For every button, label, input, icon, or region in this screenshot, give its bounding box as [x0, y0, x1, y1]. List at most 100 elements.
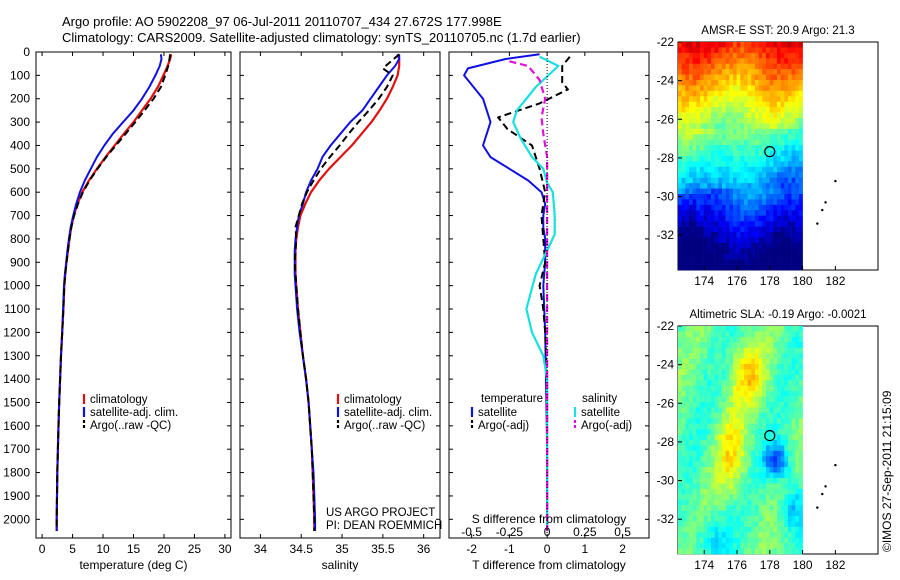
- sst_map-cell: [678, 259, 682, 265]
- sla_map-cell: [769, 494, 774, 501]
- sla_map-cell: [795, 456, 800, 463]
- sst_map-cell: [718, 69, 723, 75]
- salinity-xlabel: salinity: [322, 558, 359, 572]
- sst_map-cell: [762, 232, 767, 238]
- sst_map-cell: [769, 52, 774, 59]
- sst_map-cell: [688, 47, 693, 54]
- sla_map-cell: [776, 391, 781, 397]
- sst_map-cell: [773, 156, 778, 162]
- sst_map-cell: [681, 226, 686, 233]
- sst_map-cell: [688, 74, 693, 81]
- sla_map-cell: [740, 450, 745, 457]
- sst_map-cell: [762, 112, 767, 119]
- sst_map-cell: [688, 52, 693, 59]
- sla_map-cell: [721, 429, 726, 435]
- sla_map-cell: [710, 516, 715, 522]
- sla_map-cell: [780, 499, 785, 506]
- sla_map-cell: [762, 456, 767, 463]
- sst_map-cell: [751, 177, 756, 184]
- sla_map-cell: [692, 423, 697, 430]
- sst_map-cell: [710, 58, 715, 65]
- sst_map-cell: [696, 80, 701, 86]
- sla_map-cell: [776, 434, 781, 441]
- sst_map-cell: [714, 253, 719, 260]
- sst_map-cell: [710, 188, 715, 195]
- sla_map-cell: [732, 423, 737, 430]
- sst_map-cell: [699, 215, 704, 222]
- sst_map-cell: [732, 221, 737, 227]
- sla_map-cell: [710, 537, 715, 544]
- sla_map-cell: [688, 434, 693, 441]
- sst_map-cell: [688, 259, 693, 265]
- temperature-xtick-label: 20: [157, 542, 171, 556]
- sla_map-cell: [754, 429, 759, 435]
- sla_map-cell: [688, 429, 693, 435]
- sst_map-cell: [718, 253, 723, 260]
- sla_map-cell: [754, 478, 759, 484]
- sla_map-cell: [699, 418, 704, 425]
- sst_map-cell: [765, 47, 770, 54]
- sla_map-cell: [787, 374, 792, 381]
- sst_map-cell: [685, 156, 690, 162]
- sst_map-cell: [692, 199, 697, 206]
- sla_map-cell: [688, 483, 693, 490]
- sla_map-cell: [681, 342, 686, 349]
- sla_map-cell: [685, 505, 690, 511]
- sla_map-cell: [751, 510, 756, 517]
- sst_map-cell: [707, 242, 712, 249]
- sst_map-cell: [714, 221, 719, 227]
- sst_map-cell: [784, 101, 789, 108]
- temperature-xtick-label: 10: [96, 542, 110, 556]
- sla_map-cell: [703, 456, 708, 463]
- sla_map-cell: [743, 467, 748, 473]
- sla_map-cell: [780, 488, 785, 495]
- sst_map-cell: [707, 237, 712, 244]
- sst_map-cell: [736, 47, 741, 54]
- sla_map-cell: [758, 516, 763, 522]
- sst_map-cell: [787, 242, 792, 249]
- sst_map-cell: [725, 101, 730, 108]
- sst_map-cell: [729, 52, 734, 59]
- sla_map-cell: [780, 483, 785, 490]
- sla_map-cell: [725, 526, 730, 533]
- sla_map-cell: [773, 488, 778, 495]
- sla_map-cell: [751, 402, 756, 408]
- sst_map-cell: [696, 58, 701, 65]
- differences-xtick-label: -2: [466, 542, 477, 556]
- sla_map-cell: [773, 434, 778, 441]
- sst_map-cell: [747, 166, 752, 173]
- temperature-legend-label: satellite-adj. clim.: [90, 407, 178, 419]
- sst_map-cell: [798, 134, 803, 141]
- sst_map-xtick-label: 178: [760, 274, 780, 288]
- sla_map-cell: [762, 499, 767, 506]
- sst_map-cell: [751, 85, 756, 92]
- sla_map-cell: [692, 326, 697, 332]
- sst_map-cell: [688, 101, 693, 108]
- sst_map-cell: [784, 253, 789, 260]
- sst_map-cell: [758, 237, 763, 244]
- sla_map-cell: [798, 369, 803, 376]
- sla_map-cell: [710, 440, 715, 446]
- sla_map-cell: [791, 353, 796, 359]
- sla_map-cell: [751, 353, 756, 359]
- sst_map-cell: [729, 123, 734, 130]
- sla_map-cell: [732, 407, 737, 414]
- sla_map-cell: [743, 396, 748, 403]
- sla_map-cell: [688, 347, 693, 354]
- sla_map-cell: [729, 510, 734, 517]
- sst_map-cell: [765, 177, 770, 184]
- sst_map-cell: [784, 232, 789, 238]
- sst_map-cell: [780, 101, 785, 108]
- sla_map-cell: [718, 353, 723, 359]
- sla_map-cell: [681, 543, 686, 549]
- sla_map-cell: [740, 456, 745, 463]
- sst_map-cell: [692, 107, 697, 113]
- sst_map-cell: [692, 145, 697, 151]
- sla_map-cell: [787, 391, 792, 397]
- sst_map-cell: [791, 69, 796, 75]
- sla_map-cell: [773, 478, 778, 484]
- sla_map-cell: [707, 342, 712, 349]
- sla_map-cell: [710, 358, 715, 365]
- sst_map-cell: [699, 145, 704, 151]
- sla_map-cell: [751, 483, 756, 490]
